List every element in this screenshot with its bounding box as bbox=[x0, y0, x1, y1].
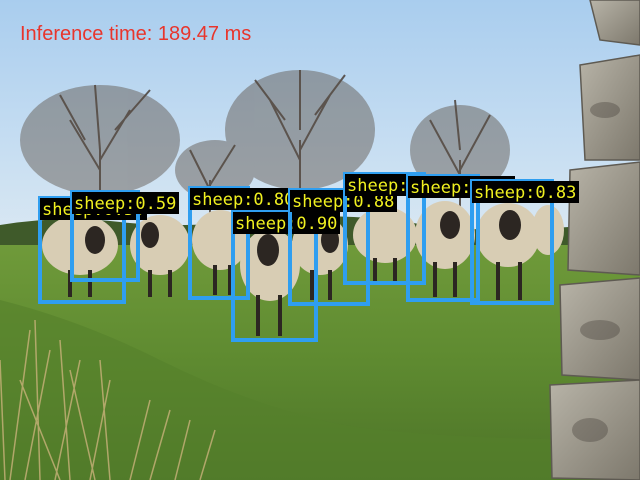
detection-frame: Inference time: 189.47 ms sheep:0.59 shee… bbox=[0, 0, 640, 480]
sheep-field-photo bbox=[0, 0, 640, 480]
